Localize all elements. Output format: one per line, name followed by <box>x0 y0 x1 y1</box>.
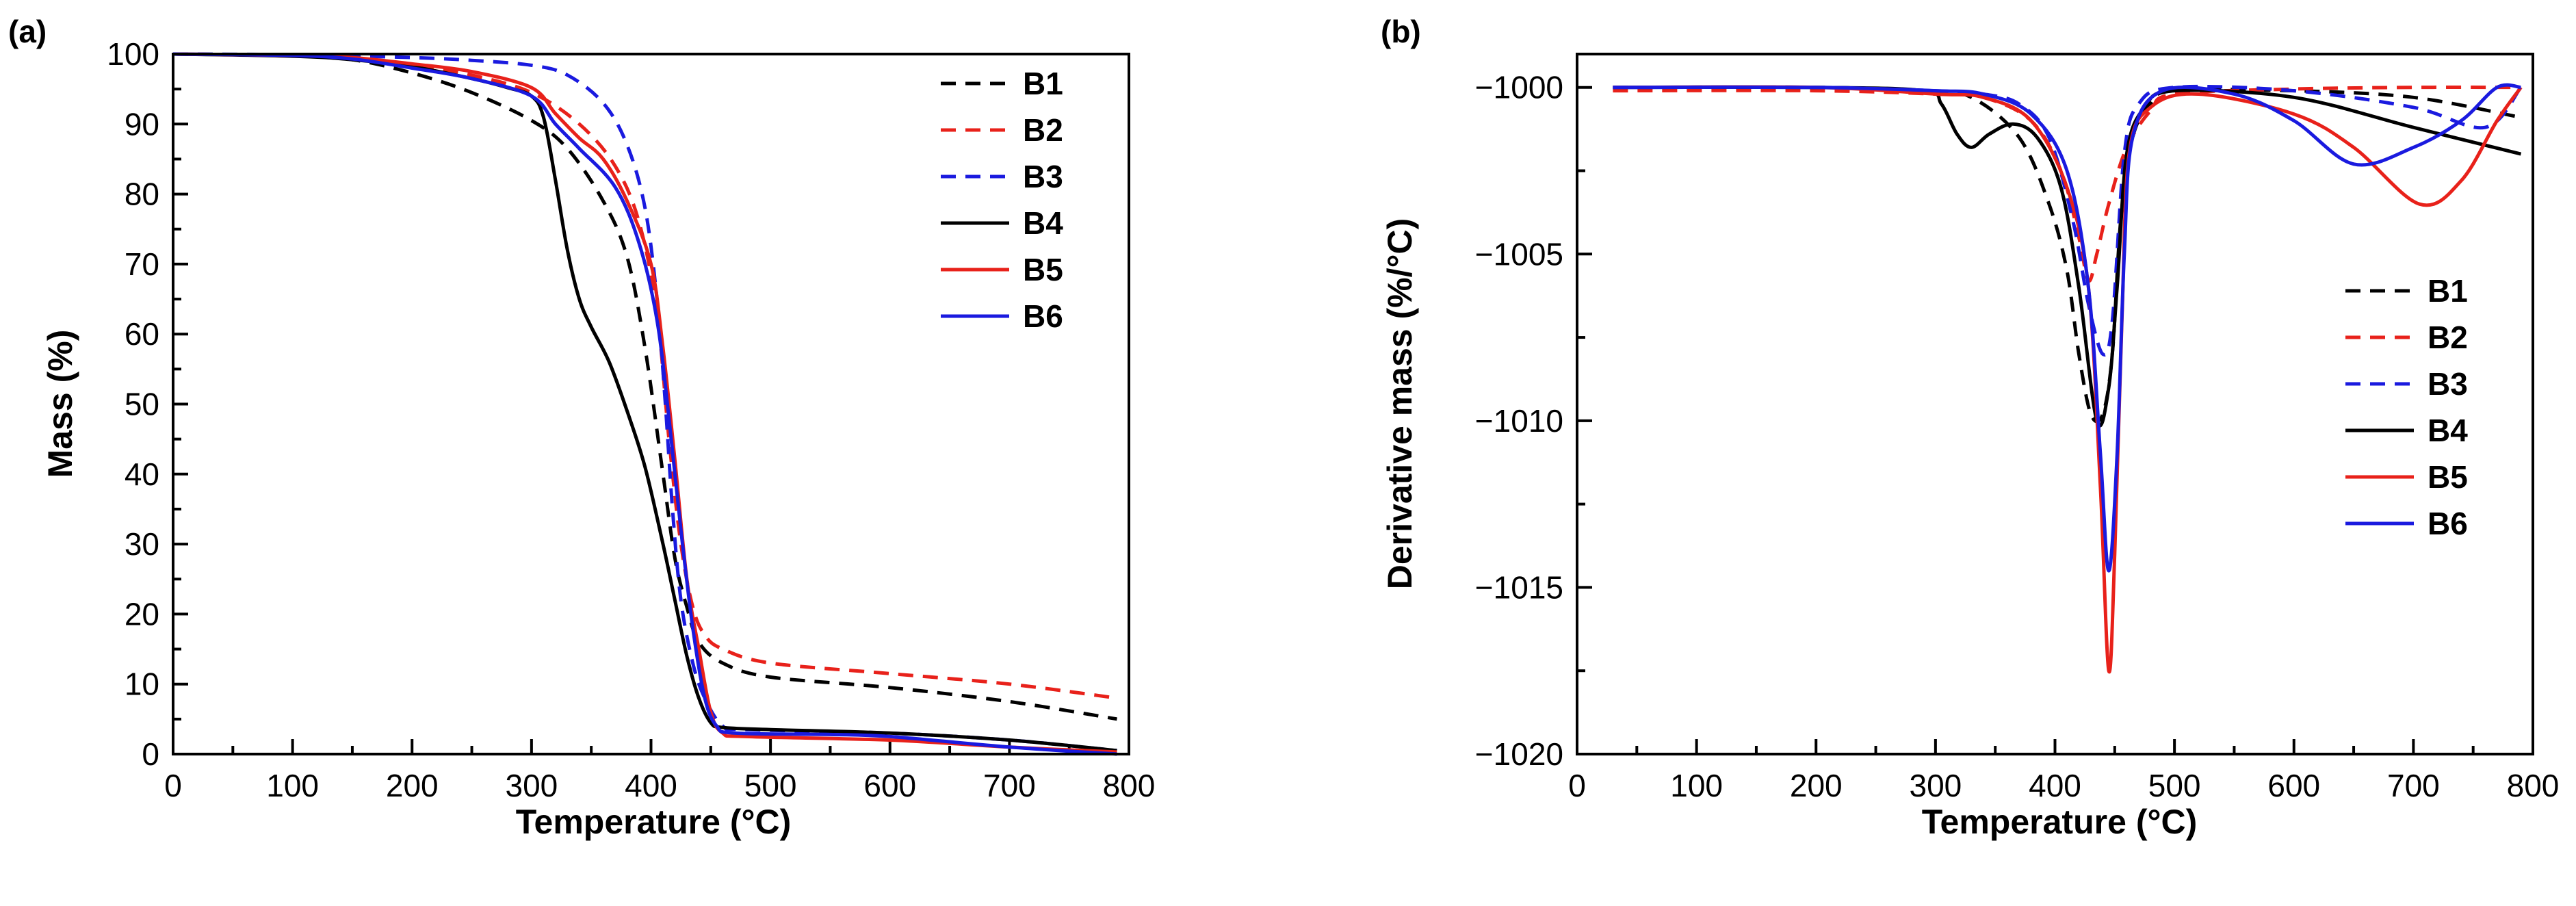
b-legend-label-b6: B6 <box>2428 506 2468 541</box>
a-legend-label-b2: B2 <box>1023 112 1063 148</box>
b-x-tick-label: 200 <box>1790 768 1843 803</box>
b-y-tick-label: −1015 <box>1475 569 1563 605</box>
a-y-tick-label: 100 <box>107 36 159 72</box>
a-y-tick-label: 70 <box>125 246 159 282</box>
panel-b-series <box>1613 83 2523 674</box>
a-y-tick-label: 0 <box>142 736 159 772</box>
a-legend-label-b1: B1 <box>1023 66 1063 101</box>
a-legend-label-b6: B6 <box>1023 298 1063 334</box>
a-y-tick-label: 30 <box>125 526 159 562</box>
b-x-tick-label: 600 <box>2267 768 2320 803</box>
b-series-b6 <box>1613 83 2521 573</box>
panel-b-x-axis-unit: (°C) <box>2136 803 2197 841</box>
panel-b-x-axis-label: Temperature <box>1922 803 2126 841</box>
panel-a-x-axis-unit: (°C) <box>730 803 791 841</box>
panel-a-x-axis-title: Temperature (°C) <box>516 803 792 841</box>
a-series-b1 <box>172 52 1117 721</box>
panel-b-x-axis-title: Temperature (°C) <box>1922 803 2198 841</box>
panel-b-derivative-chart: (b) 0 100 200 300 400 500 600 700 800 −1000 −1005 −… <box>1381 14 2559 841</box>
b-x-tick-label: 400 <box>2029 768 2081 803</box>
b-y-tick-label: −1020 <box>1475 736 1563 772</box>
a-x-tick-label: 400 <box>625 768 677 803</box>
panel-b-y-axis-title: Derivative mass (%/°C) <box>1381 218 1419 589</box>
b-legend-label-b4: B4 <box>2428 413 2468 448</box>
a-x-tick-label: 800 <box>1103 768 1156 803</box>
b-legend-label-b1: B1 <box>2428 273 2468 309</box>
b-x-tick-label: 500 <box>2148 768 2201 803</box>
panel-a-legend: B1 B2 B3 B4 B5 B6 <box>941 66 1063 334</box>
a-x-tick-label: 300 <box>506 768 558 803</box>
panel-label-b: (b) <box>1381 14 1421 49</box>
a-y-tick-label: 60 <box>125 316 159 352</box>
a-legend-label-b4: B4 <box>1023 205 1063 241</box>
panel-b-plot-frame <box>1576 53 2534 755</box>
b-legend-label-b5: B5 <box>2428 459 2468 495</box>
a-y-tick-label: 80 <box>125 177 159 212</box>
a-y-tick-label: 20 <box>125 596 159 632</box>
panel-a-x-axis-label: Temperature <box>516 803 720 841</box>
a-y-tick-label: 10 <box>125 666 159 702</box>
b-x-tick-label: 800 <box>2507 768 2560 803</box>
panel-a-series <box>172 52 1117 756</box>
a-x-tick-label: 700 <box>983 768 1036 803</box>
panel-b-legend: B1 B2 B3 B4 B5 B6 <box>2345 273 2468 541</box>
a-x-tick-label: 100 <box>266 768 319 803</box>
a-x-tick-label: 0 <box>164 768 182 803</box>
b-y-tick-label: −1010 <box>1475 403 1563 439</box>
a-x-tick-label: 500 <box>744 768 797 803</box>
b-x-tick-label: 700 <box>2387 768 2440 803</box>
a-y-tick-label: 50 <box>125 387 159 422</box>
b-x-tick-label: 300 <box>1910 768 1962 803</box>
a-legend-label-b3: B3 <box>1023 159 1063 194</box>
panel-b-ticks: 0 100 200 300 400 500 600 700 800 −1000 −1005 −1010… <box>1475 70 2560 803</box>
b-series-b5 <box>1613 85 2523 674</box>
a-series-b5 <box>172 52 1117 754</box>
b-x-tick-label: 0 <box>1568 768 1586 803</box>
panel-a-mass-chart: (a) 0 100 200 300 400 500 600 700 800 0 10 20 30 40 50… <box>8 14 1155 841</box>
a-y-tick-label: 90 <box>125 106 159 142</box>
a-legend-label-b5: B5 <box>1023 252 1063 287</box>
b-legend-label-b3: B3 <box>2428 366 2468 402</box>
a-x-tick-label: 600 <box>863 768 916 803</box>
a-series-b6 <box>172 52 1117 756</box>
panel-a-y-axis-title: Mass (%) <box>41 330 79 478</box>
panel-a-plot-frame <box>172 53 1130 755</box>
a-y-tick-label: 40 <box>125 456 159 492</box>
b-x-tick-label: 100 <box>1670 768 1723 803</box>
a-x-tick-label: 200 <box>386 768 439 803</box>
b-legend-label-b2: B2 <box>2428 320 2468 355</box>
b-y-tick-label: −1005 <box>1475 236 1563 272</box>
panel-label-a: (a) <box>8 14 47 49</box>
b-y-tick-label: −1000 <box>1475 70 1563 105</box>
panel-a-ticks: 0 100 200 300 400 500 600 700 800 0 10 20 30 40 50 60 70… <box>107 36 1155 803</box>
